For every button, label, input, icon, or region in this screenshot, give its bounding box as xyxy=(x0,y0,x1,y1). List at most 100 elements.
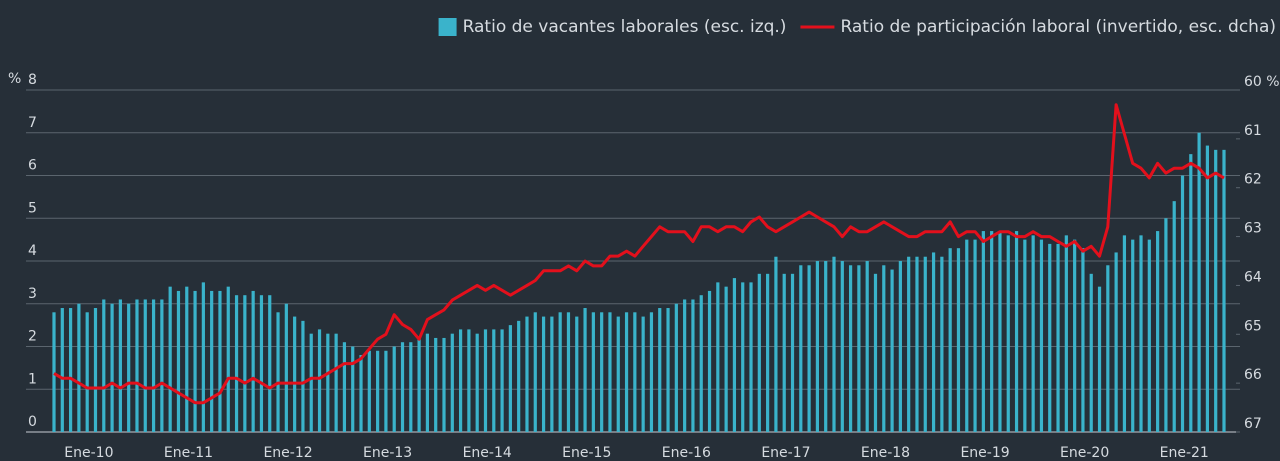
bar xyxy=(583,308,587,432)
bar xyxy=(1164,218,1168,432)
bar xyxy=(68,308,73,432)
y-tick-label: 7 xyxy=(28,115,37,131)
bar xyxy=(483,329,488,432)
y-tick-label: 2 xyxy=(28,329,37,345)
x-tick-label: Ene-10 xyxy=(64,445,113,461)
bar xyxy=(417,337,421,432)
bar xyxy=(774,256,778,432)
bar xyxy=(882,265,886,432)
bar xyxy=(600,312,604,432)
y-tick-label: 6 xyxy=(28,158,37,174)
x-tick-label: Ene-17 xyxy=(761,445,810,461)
x-tick-label: Ene-20 xyxy=(1060,445,1109,461)
bar xyxy=(284,303,288,432)
bar xyxy=(1214,149,1218,432)
bar xyxy=(226,286,230,432)
bar xyxy=(658,308,662,432)
bar xyxy=(716,282,720,432)
bar xyxy=(1114,252,1118,432)
bar xyxy=(741,282,745,432)
bar xyxy=(293,316,297,432)
x-tick-label: Ene-19 xyxy=(960,445,1009,461)
bar xyxy=(857,265,861,432)
bar xyxy=(1222,149,1226,432)
bar xyxy=(1122,235,1127,432)
y2-tick-label: 67 xyxy=(1244,416,1262,432)
bar xyxy=(666,308,670,432)
bar xyxy=(384,350,388,432)
bar xyxy=(1048,243,1052,432)
x-tick-label: Ene-12 xyxy=(263,445,312,461)
bar xyxy=(940,256,944,432)
bar xyxy=(541,316,546,432)
line xyxy=(53,103,1225,405)
bar xyxy=(873,273,878,432)
bar xyxy=(176,290,181,432)
bar xyxy=(533,312,537,432)
bar xyxy=(931,252,936,432)
bar xyxy=(1064,235,1068,432)
bar xyxy=(135,299,139,432)
bar xyxy=(865,261,869,432)
bar xyxy=(550,316,554,432)
bar xyxy=(973,239,977,432)
y2-tick-label: 62 xyxy=(1244,172,1262,188)
bar xyxy=(558,312,562,432)
bar xyxy=(832,256,836,432)
y2-tick-label: 63 xyxy=(1244,221,1262,237)
bar xyxy=(93,308,98,432)
x-tick-label: Ene-15 xyxy=(562,445,611,461)
bar xyxy=(981,231,985,432)
bar xyxy=(276,312,280,432)
bar xyxy=(1056,243,1060,432)
bar xyxy=(193,290,197,432)
bar xyxy=(201,282,205,432)
bar xyxy=(467,329,471,432)
bar xyxy=(965,239,969,432)
bar xyxy=(815,261,820,432)
legend-swatch xyxy=(438,18,457,36)
y-tick-label: 1 xyxy=(28,371,37,387)
bar xyxy=(1073,239,1077,432)
bar xyxy=(342,342,347,432)
bar xyxy=(1139,235,1143,432)
bar xyxy=(749,282,753,432)
bar xyxy=(998,231,1002,432)
bar xyxy=(915,256,919,432)
bar xyxy=(351,346,355,432)
bar xyxy=(425,333,430,432)
y-tick-label: 4 xyxy=(28,243,37,259)
bar xyxy=(326,333,330,432)
bar xyxy=(210,290,214,432)
bar xyxy=(649,312,654,432)
x-tick-label: Ene-11 xyxy=(164,445,213,461)
bar xyxy=(848,265,853,432)
bar xyxy=(434,337,438,432)
bar xyxy=(757,273,761,432)
bar xyxy=(699,295,703,432)
bar xyxy=(591,312,595,432)
x-tick-label: Ene-13 xyxy=(363,445,412,461)
bar xyxy=(641,316,645,432)
bar xyxy=(442,337,446,432)
bar xyxy=(724,286,728,432)
bar xyxy=(799,265,803,432)
bar xyxy=(1205,145,1210,432)
bar xyxy=(301,320,305,432)
bar xyxy=(458,329,463,432)
bar xyxy=(824,261,828,432)
bar xyxy=(1039,239,1044,432)
x-tick-label: Ene-21 xyxy=(1160,445,1209,461)
bar xyxy=(1006,235,1010,432)
bar xyxy=(674,303,678,432)
bar xyxy=(683,299,687,432)
bar xyxy=(1147,239,1151,432)
x-tick-label: Ene-14 xyxy=(463,445,512,461)
y-tick-label: 5 xyxy=(28,200,37,216)
bar xyxy=(268,295,272,432)
bar xyxy=(517,320,521,432)
bar xyxy=(956,248,961,432)
y-unit: % xyxy=(8,71,21,87)
bar xyxy=(409,342,413,432)
